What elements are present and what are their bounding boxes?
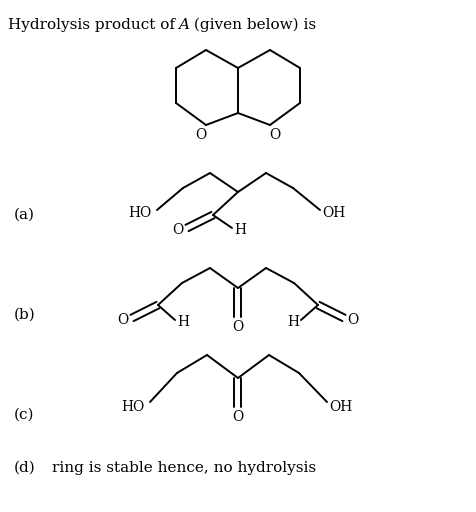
Text: A: A xyxy=(178,18,188,32)
Text: (given below) is: (given below) is xyxy=(188,18,316,32)
Text: Hydrolysis product of: Hydrolysis product of xyxy=(8,18,179,32)
Text: H: H xyxy=(234,223,246,237)
Text: (a): (a) xyxy=(14,208,35,222)
Text: (b): (b) xyxy=(14,308,36,322)
Text: O: O xyxy=(232,320,243,334)
Text: O: O xyxy=(347,313,358,327)
Text: H: H xyxy=(177,315,188,329)
Text: ring is stable hence, no hydrolysis: ring is stable hence, no hydrolysis xyxy=(52,461,316,475)
Text: O: O xyxy=(195,128,206,142)
Text: (d): (d) xyxy=(14,461,36,475)
Text: O: O xyxy=(232,410,243,424)
Text: (c): (c) xyxy=(14,408,34,422)
Text: HO: HO xyxy=(129,206,152,220)
Text: O: O xyxy=(172,223,183,237)
Text: O: O xyxy=(117,313,129,327)
Text: O: O xyxy=(269,128,280,142)
Text: H: H xyxy=(287,315,298,329)
Text: OH: OH xyxy=(321,206,345,220)
Text: HO: HO xyxy=(121,400,145,414)
Text: OH: OH xyxy=(328,400,351,414)
